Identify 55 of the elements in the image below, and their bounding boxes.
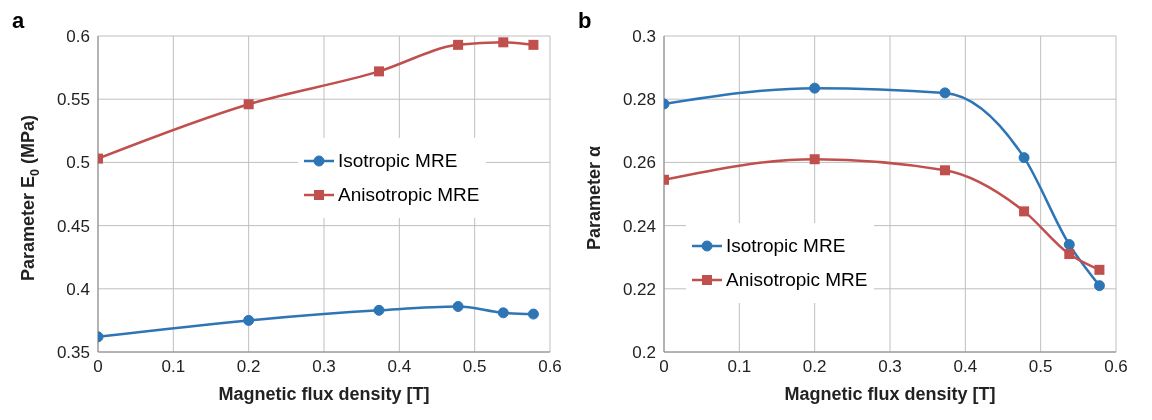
point (1019, 206, 1030, 217)
point (1093, 280, 1105, 292)
y-tick-label: 0.55 (56, 90, 90, 110)
x-tick-label: 0.1 (727, 357, 752, 377)
x-tick-label: 0 (93, 357, 103, 377)
x-tick-label: 0.3 (878, 357, 902, 377)
x-tick-label: 0.3 (312, 357, 336, 377)
point (498, 37, 509, 48)
x-axis-title: Magnetic flux density [T] (784, 384, 996, 404)
point (373, 66, 384, 77)
point (243, 99, 254, 110)
chart-title: b (578, 8, 592, 34)
point (939, 87, 951, 99)
x-tick-label: 0 (659, 357, 669, 377)
x-tick-label: 0.5 (462, 357, 487, 377)
y-tick-label: 0.26 (622, 153, 656, 173)
y-tick-label: 0.24 (622, 216, 656, 236)
chart-title: a (12, 8, 25, 34)
legend-label: Anisotropic MRE (726, 269, 868, 291)
x-tick-label: 0.5 (1028, 357, 1053, 377)
y-tick-label: 0.28 (622, 90, 656, 110)
legend-label: Isotropic MRE (338, 150, 458, 172)
x-tick-label: 0.4 (953, 357, 978, 377)
x-tick-label: 0.2 (236, 357, 261, 377)
point (809, 154, 820, 165)
y-axis-title: Parameter α (584, 145, 604, 251)
y-tick-label: 0.2 (632, 343, 656, 363)
y-tick-label: 0.3 (632, 27, 656, 47)
legend-label: Anisotropic MRE (338, 184, 480, 206)
point (1064, 249, 1075, 260)
point (527, 308, 539, 320)
y-tick-label: 0.5 (66, 153, 90, 173)
point (1094, 264, 1105, 275)
x-tick-label: 0.2 (802, 357, 827, 377)
x-axis-title: Magnetic flux density [T] (218, 384, 430, 404)
x-tick-label: 0.1 (161, 357, 186, 377)
y-tick-label: 0.35 (56, 343, 90, 363)
x-tick-label: 0.4 (387, 357, 412, 377)
point (497, 307, 509, 319)
point (1063, 239, 1075, 251)
point (809, 82, 821, 94)
point (452, 301, 464, 312)
point (528, 39, 539, 50)
point (373, 304, 385, 316)
point (1018, 152, 1030, 164)
y-tick-label: 0.6 (66, 27, 90, 47)
legend-label: Isotropic MRE (726, 235, 846, 257)
x-tick-label: 0.6 (538, 357, 562, 377)
point (939, 165, 950, 176)
y-tick-label: 0.22 (622, 279, 656, 299)
point (243, 314, 255, 326)
y-tick-label: 0.45 (56, 216, 90, 236)
point (453, 39, 464, 50)
y-tick-label: 0.4 (66, 279, 90, 299)
x-tick-label: 0.6 (1104, 357, 1128, 377)
